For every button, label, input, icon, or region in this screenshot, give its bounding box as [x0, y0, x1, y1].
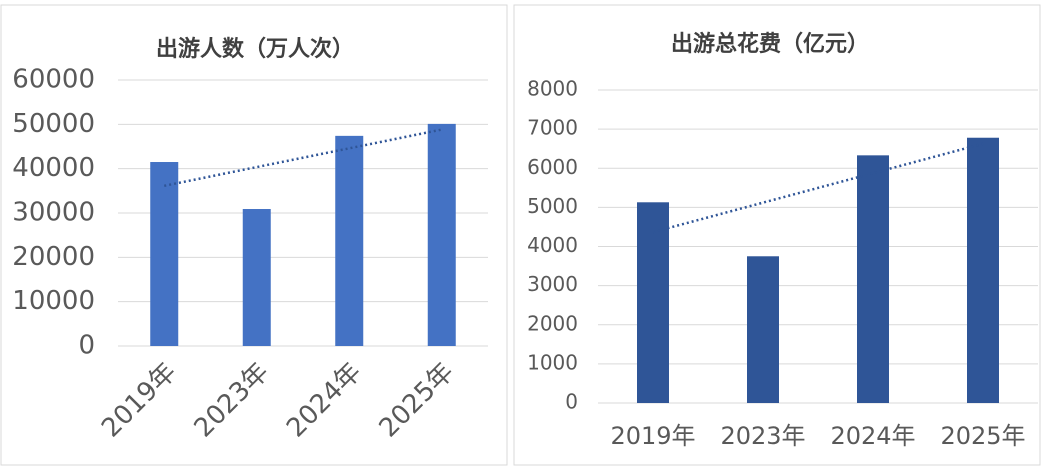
y-tick-label: 20000	[12, 242, 95, 272]
y-tick-label: 10000	[12, 286, 95, 316]
bar	[747, 256, 779, 403]
x-tick-label: 2024年	[830, 422, 915, 450]
bar	[242, 209, 271, 346]
x-tick-label: 2023年	[720, 422, 805, 450]
y-tick-label: 60000	[12, 65, 95, 95]
panel-frame	[513, 4, 1041, 466]
y-tick-label: 50000	[12, 109, 95, 139]
x-tick-label: 2024年	[281, 357, 367, 443]
trendline	[164, 128, 442, 188]
x-tick-label: 2023年	[189, 357, 275, 443]
chart-title: 出游人数（万人次）	[156, 36, 354, 62]
bar	[150, 162, 179, 346]
bar	[967, 137, 999, 404]
y-tick-label: 5000	[527, 194, 578, 218]
y-tick-label: 7000	[527, 116, 578, 140]
panel-frame	[0, 4, 508, 466]
chart-title: 出游总花费（亿元）	[671, 31, 869, 57]
x-tick-label: 2025年	[940, 422, 1025, 450]
y-tick-label: 0	[565, 390, 578, 414]
x-tick-label: 2019年	[96, 357, 182, 443]
y-tick-label: 4000	[527, 233, 578, 257]
y-tick-label: 0	[78, 331, 95, 361]
bar	[427, 123, 456, 346]
x-tick-label: 2025年	[374, 357, 460, 443]
y-tick-label: 3000	[527, 272, 578, 296]
bar	[335, 135, 364, 346]
y-tick-label: 40000	[12, 153, 95, 183]
bar	[857, 155, 889, 403]
y-tick-label: 6000	[527, 155, 578, 179]
x-tick-label: 2019年	[610, 422, 695, 450]
y-tick-label: 2000	[527, 311, 578, 335]
trendline	[652, 142, 984, 234]
bar	[637, 202, 669, 403]
y-tick-label: 30000	[12, 198, 95, 228]
y-tick-label: 1000	[527, 350, 578, 374]
y-tick-label: 8000	[527, 77, 578, 101]
